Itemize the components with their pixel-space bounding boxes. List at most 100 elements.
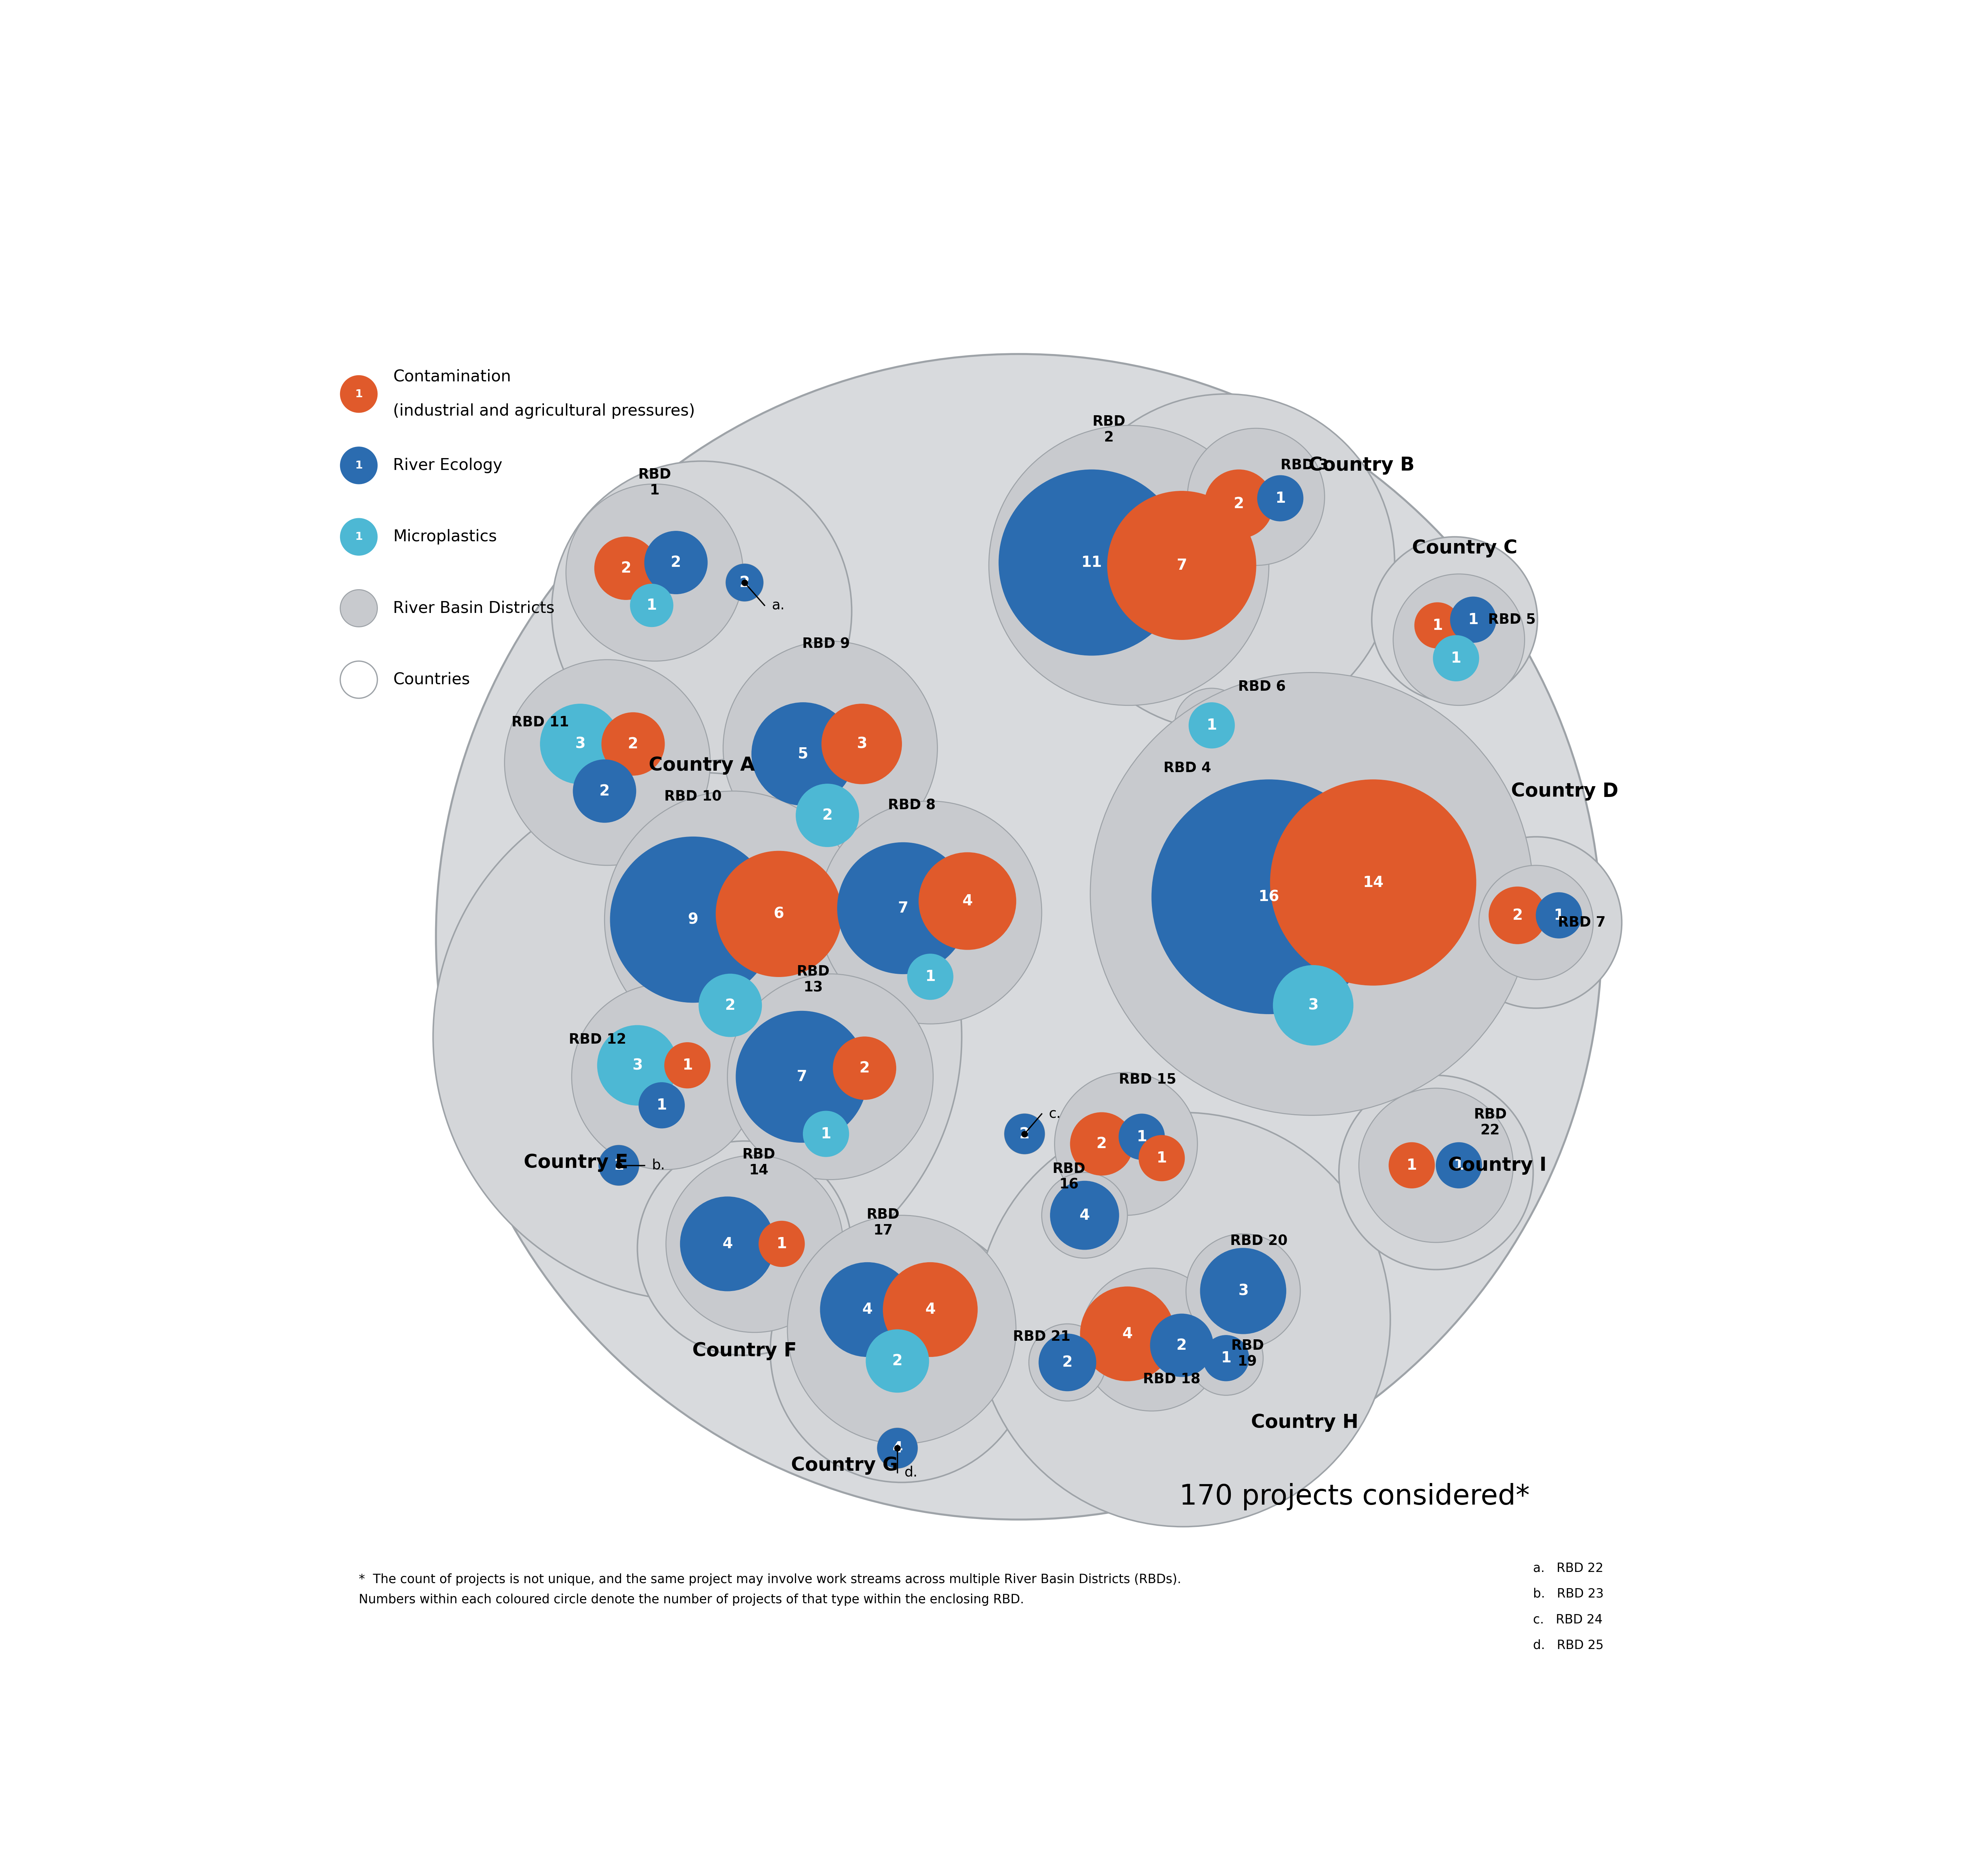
Circle shape (918, 853, 1016, 950)
Circle shape (644, 531, 708, 594)
Circle shape (680, 1196, 775, 1291)
Circle shape (976, 1113, 1390, 1527)
Text: 4: 4 (893, 1441, 903, 1456)
Circle shape (1189, 703, 1235, 748)
Circle shape (700, 974, 761, 1037)
Circle shape (724, 642, 938, 855)
Circle shape (666, 1156, 843, 1332)
Circle shape (1372, 536, 1537, 703)
Text: RBD 5: RBD 5 (1487, 612, 1535, 627)
Circle shape (340, 518, 378, 555)
Text: 1: 1 (1157, 1150, 1167, 1165)
Circle shape (594, 536, 658, 599)
Text: 6: 6 (773, 907, 783, 922)
Text: a.   RBD 22: a. RBD 22 (1533, 1562, 1604, 1575)
Circle shape (1201, 1248, 1286, 1334)
Circle shape (1270, 779, 1475, 985)
Circle shape (541, 703, 620, 785)
Text: Country G: Country G (791, 1456, 899, 1475)
Text: RBD
19: RBD 19 (1231, 1339, 1264, 1369)
Text: b.: b. (652, 1159, 666, 1172)
Text: 9: 9 (688, 913, 698, 927)
Circle shape (340, 447, 378, 484)
Circle shape (1070, 1113, 1133, 1176)
Text: RBD 8: RBD 8 (889, 798, 936, 812)
Text: RBD 11: RBD 11 (511, 716, 569, 729)
Circle shape (728, 974, 932, 1180)
Text: RBD 4: RBD 4 (1163, 761, 1211, 775)
Circle shape (736, 1011, 867, 1143)
Text: 2: 2 (1020, 1126, 1030, 1141)
Text: 1: 1 (682, 1057, 692, 1072)
Circle shape (1451, 837, 1622, 1009)
Text: RBD
2: RBD 2 (1091, 416, 1125, 445)
Circle shape (638, 1141, 851, 1356)
Circle shape (1058, 393, 1396, 731)
Circle shape (1433, 636, 1479, 681)
Text: 1: 1 (1431, 618, 1443, 633)
Circle shape (1338, 1076, 1533, 1269)
Text: 2: 2 (620, 560, 630, 575)
Circle shape (1360, 1089, 1513, 1243)
Text: RBD
17: RBD 17 (867, 1208, 901, 1237)
Text: 7: 7 (797, 1068, 807, 1085)
Text: 1: 1 (1221, 1350, 1231, 1365)
Circle shape (821, 1263, 914, 1356)
Text: 4: 4 (722, 1235, 734, 1252)
Circle shape (751, 703, 855, 805)
Text: 2: 2 (726, 998, 736, 1013)
Circle shape (1451, 597, 1497, 642)
Circle shape (877, 1428, 916, 1467)
Text: 2: 2 (823, 807, 833, 824)
Circle shape (1050, 1182, 1119, 1250)
Text: RBD 6: RBD 6 (1239, 681, 1286, 694)
Text: 4: 4 (1079, 1208, 1089, 1222)
Circle shape (435, 354, 1602, 1519)
Text: 170 projects considered*: 170 projects considered* (1179, 1482, 1531, 1510)
Circle shape (1151, 1313, 1213, 1376)
Text: d.   RBD 25: d. RBD 25 (1533, 1640, 1604, 1651)
Circle shape (1272, 965, 1354, 1046)
Circle shape (573, 983, 757, 1171)
Text: 7: 7 (1177, 558, 1187, 573)
Circle shape (833, 1037, 897, 1100)
Circle shape (787, 1215, 1016, 1443)
Text: Country A: Country A (648, 757, 755, 775)
Text: 1: 1 (821, 1126, 831, 1141)
Text: a.: a. (771, 599, 785, 612)
Text: Microplastics: Microplastics (394, 529, 497, 545)
Text: RBD 7: RBD 7 (1559, 916, 1606, 929)
Text: River Ecology: River Ecology (394, 458, 503, 473)
Circle shape (803, 1111, 849, 1158)
Text: 2: 2 (1177, 1337, 1187, 1352)
Text: Country H: Country H (1250, 1414, 1358, 1432)
Text: RBD 10: RBD 10 (664, 790, 722, 803)
Circle shape (795, 785, 859, 846)
Text: 5: 5 (797, 746, 809, 762)
Circle shape (1079, 1269, 1223, 1412)
Circle shape (1004, 1113, 1044, 1154)
Circle shape (1258, 475, 1304, 521)
Text: Country B: Country B (1308, 456, 1415, 475)
Text: 4: 4 (924, 1302, 936, 1317)
Text: RBD 15: RBD 15 (1119, 1072, 1177, 1087)
Circle shape (604, 790, 861, 1048)
Text: RBD 12: RBD 12 (569, 1033, 626, 1046)
Circle shape (638, 1083, 684, 1128)
Circle shape (1151, 779, 1386, 1015)
Circle shape (610, 837, 775, 1002)
Text: 3: 3 (575, 736, 584, 751)
Circle shape (1187, 1234, 1300, 1349)
Circle shape (664, 1043, 710, 1089)
Circle shape (630, 584, 674, 627)
Circle shape (567, 484, 744, 660)
Circle shape (998, 469, 1185, 655)
Text: 1: 1 (1137, 1130, 1147, 1145)
Text: RBD
13: RBD 13 (797, 965, 829, 994)
Circle shape (1390, 1143, 1435, 1189)
Text: River Basin Districts: River Basin Districts (394, 601, 555, 616)
Circle shape (1205, 469, 1272, 538)
Text: 1: 1 (614, 1158, 624, 1172)
Text: b.   RBD 23: b. RBD 23 (1533, 1588, 1604, 1601)
Circle shape (867, 1330, 928, 1393)
